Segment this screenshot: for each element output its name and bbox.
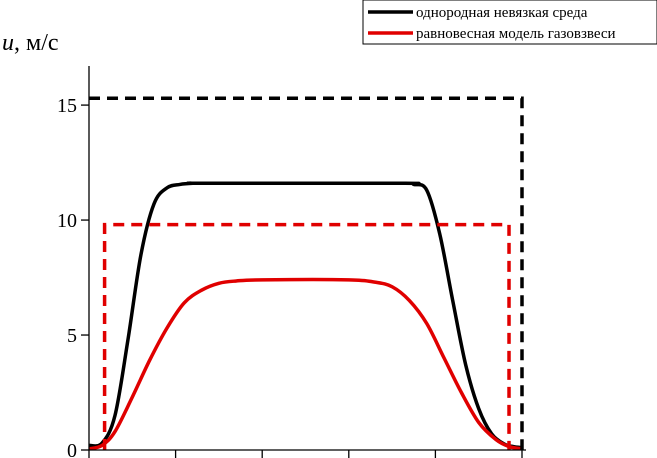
y-tick-label-0: 0 <box>67 440 77 458</box>
y-axis-label: u, м/с <box>2 30 59 56</box>
chart-axes <box>88 66 526 451</box>
y-tick-label-3: 15 <box>57 95 77 117</box>
series-gas-suspension-dashed <box>102 222 511 450</box>
series-uniform-inviscid <box>88 181 523 450</box>
y-axis-symbol: u <box>2 30 14 56</box>
y-axis-unit: , м/с <box>14 30 59 56</box>
series-uniform-dashed <box>89 96 524 450</box>
legend: однородная невязкая среда равновесная мо… <box>362 0 657 45</box>
y-tick-label-1: 5 <box>67 325 77 347</box>
series-equilibrium-gas-suspension <box>88 277 523 451</box>
x-ticks <box>88 450 523 458</box>
chart-marks <box>88 96 524 451</box>
legend-box <box>362 0 657 45</box>
legend-label-uniform: однородная невязкая среда <box>416 5 588 21</box>
y-ticks: 0 5 10 15 <box>57 95 89 458</box>
legend-label-gas-suspension: равновесная модель газовзвеси <box>416 26 616 42</box>
y-tick-label-2: 10 <box>57 210 77 232</box>
